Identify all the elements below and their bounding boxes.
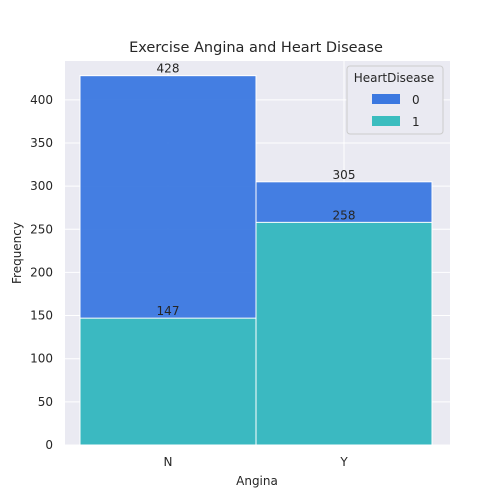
y-tick-label-4: 200: [30, 265, 53, 279]
x-tick-label-1: Y: [339, 455, 348, 469]
y-axis-ticks: 0 50 100 150 200 250 300 350 400: [30, 93, 53, 452]
y-tick-label-3: 150: [30, 309, 53, 323]
bar-series-1-Y: [255, 221, 433, 446]
bar-label-series-1-N: 147: [157, 304, 180, 318]
y-tick-label-5: 250: [30, 222, 53, 236]
y-axis-title: Frequency: [10, 222, 24, 284]
legend-label-0: 0: [412, 93, 420, 107]
legend-title: HeartDisease: [354, 71, 435, 85]
legend: HeartDisease 0 1: [346, 65, 444, 135]
y-tick-label-8: 400: [30, 93, 53, 107]
y-tick-label-2: 100: [30, 352, 53, 366]
bar-labels: 428 305 147 258: [157, 62, 356, 318]
y-tick-label-1: 50: [38, 395, 53, 409]
bar-label-series-0-Y: 305: [333, 168, 356, 182]
legend-label-1: 1: [412, 115, 420, 129]
legend-swatch-1: [372, 116, 400, 126]
chart-title: Exercise Angina and Heart Disease: [129, 40, 383, 56]
y-tick-label-6: 300: [30, 179, 53, 193]
x-axis-title: Angina: [236, 474, 278, 488]
y-tick-label-7: 350: [30, 136, 53, 150]
legend-swatch-0: [372, 94, 400, 104]
x-tick-label-0: N: [164, 455, 173, 469]
bar-label-series-1-Y: 258: [333, 208, 356, 222]
bar-series-1-N: [79, 317, 257, 446]
bars: [79, 75, 433, 446]
y-tick-label-0: 0: [45, 438, 53, 452]
bar-label-series-0-N: 428: [157, 62, 180, 76]
